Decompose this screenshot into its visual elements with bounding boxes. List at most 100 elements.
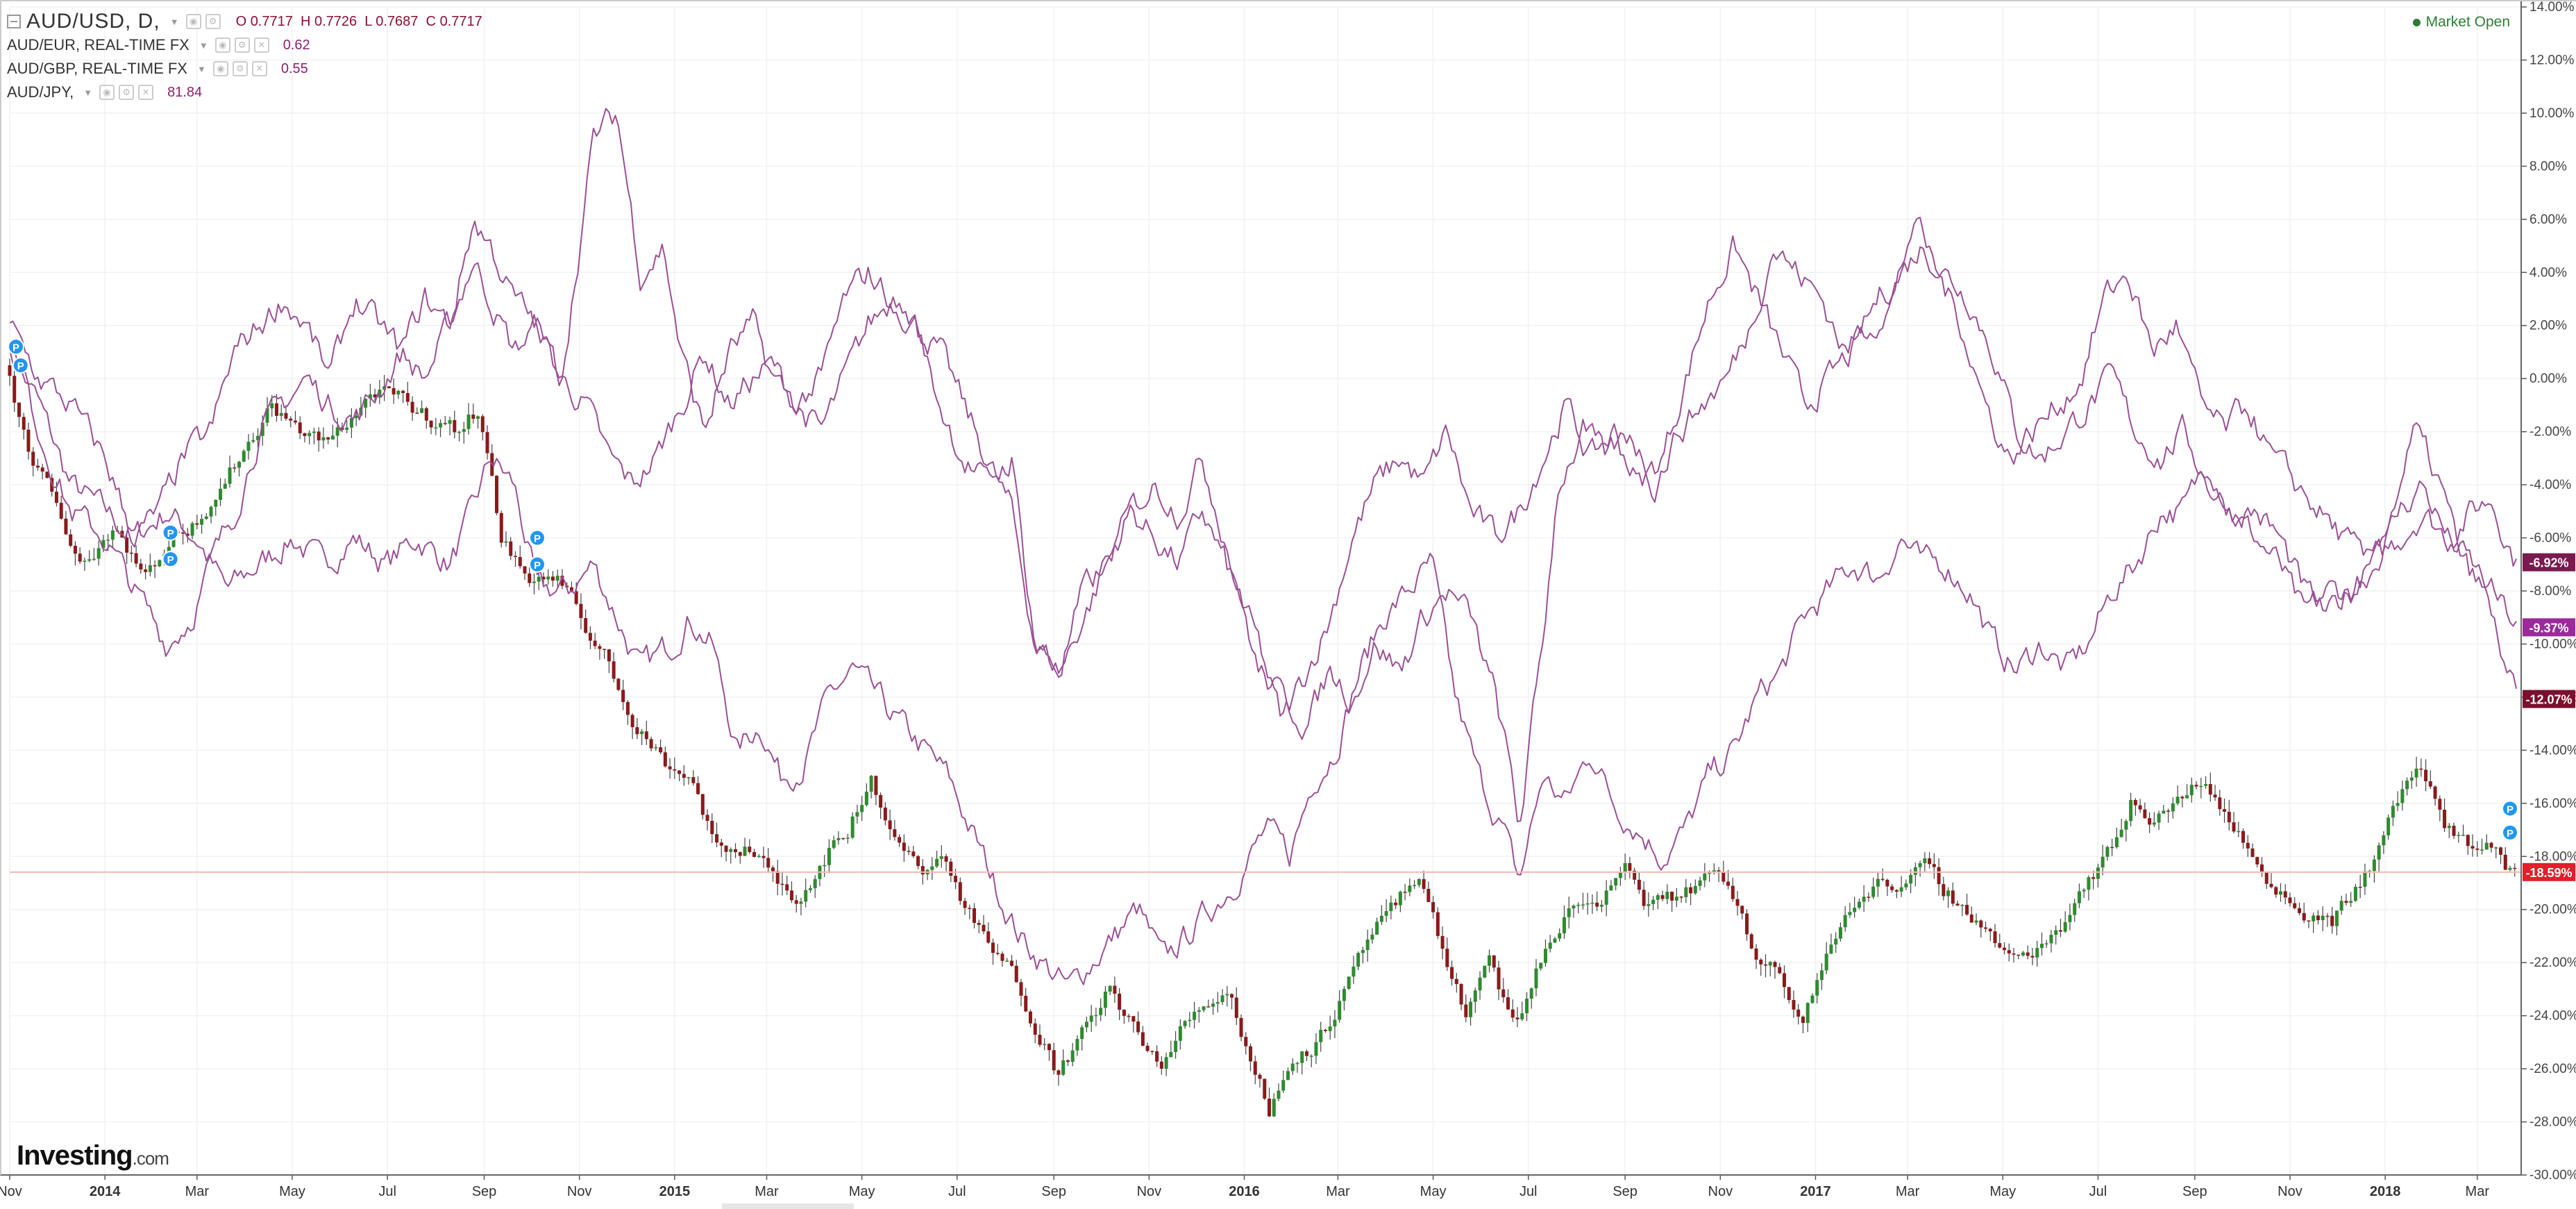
y-tick-label: 4.00%: [2529, 265, 2567, 280]
candle-body: [1520, 1013, 1524, 1019]
compare-symbol[interactable]: AUD/EUR, REAL-TIME FX: [7, 36, 190, 53]
y-tick-label: -20.00%: [2529, 903, 2576, 917]
candle-body: [603, 649, 607, 650]
candle-body: [991, 942, 995, 953]
chevron-down-icon[interactable]: ▼: [83, 87, 93, 98]
candle-body: [729, 849, 733, 852]
main-symbol-row[interactable]: AUD/USD, D, ▼ ◉ ⚙ O 0.7717 H 0.7726 L 0.…: [7, 10, 482, 33]
close-icon[interactable]: ✕: [251, 61, 267, 76]
candle-body: [8, 365, 12, 376]
candle-body: [471, 415, 475, 419]
chevron-down-icon[interactable]: ▼: [196, 63, 206, 74]
candle-body: [335, 427, 339, 436]
collapse-icon[interactable]: [7, 15, 21, 28]
eye-icon[interactable]: ◉: [214, 37, 230, 53]
candle-body: [1319, 1029, 1323, 1042]
candle-body: [284, 412, 288, 419]
candle-body: [274, 403, 278, 416]
x-tick-label: Sep: [2182, 1184, 2207, 1199]
candle-body: [2513, 867, 2517, 869]
candle-body: [2077, 891, 2081, 903]
candle-body: [1155, 1051, 1159, 1062]
settings-icon[interactable]: ⚙: [232, 61, 248, 76]
y-tick-label: -4.00%: [2529, 478, 2571, 492]
candle-body: [1754, 948, 1758, 960]
candle-body: [2017, 954, 2021, 956]
compare-symbol[interactable]: AUD/GBP, REAL-TIME FX: [7, 60, 187, 77]
event-marker-label: P: [17, 360, 24, 372]
candle-body: [1202, 1006, 1206, 1010]
candle-body: [1679, 897, 1683, 898]
settings-icon[interactable]: ⚙: [119, 85, 135, 100]
close-icon[interactable]: ✕: [138, 85, 154, 100]
compare-symbol[interactable]: AUD/JPY,: [7, 83, 74, 101]
eye-icon[interactable]: ◉: [99, 85, 115, 100]
candle-body: [22, 417, 26, 430]
candle-body: [2433, 786, 2437, 799]
candle-body: [1379, 915, 1383, 922]
x-tick-label: May: [1420, 1184, 1447, 1199]
candle-body: [308, 433, 312, 436]
candle-body: [1417, 878, 1421, 885]
candle-body: [1689, 887, 1693, 894]
candle-body: [485, 432, 489, 453]
candle-body: [513, 556, 517, 558]
brand-name: Investing: [17, 1140, 133, 1171]
compare-row-aud-gbp[interactable]: AUD/GBP, REAL-TIME FX ▼ ◉ ⚙ ✕ 0.55: [7, 57, 482, 81]
y-tick-label: -24.00%: [2529, 1009, 2576, 1024]
candle-body: [2349, 901, 2353, 903]
candle-body: [237, 461, 242, 468]
time-scrollbar[interactable]: [722, 1203, 854, 1209]
candle-body: [1497, 967, 1501, 990]
candle-body: [1867, 897, 1871, 898]
candle-body: [1309, 1056, 1313, 1057]
badge-aud-jpy: [2523, 690, 2575, 708]
y-tick-label: -2.00%: [2529, 425, 2571, 440]
eye-icon[interactable]: ◉: [212, 61, 228, 76]
event-marker: [162, 524, 179, 541]
candle-body: [935, 858, 939, 867]
candle-body: [555, 576, 559, 581]
compare-row-aud-eur[interactable]: AUD/EUR, REAL-TIME FX ▼ ◉ ⚙ ✕ 0.62: [7, 33, 482, 57]
candle-body: [668, 766, 672, 769]
open-value: 0.7717: [250, 13, 293, 29]
event-marker: [7, 338, 24, 356]
candle-body: [129, 552, 133, 554]
compare-value: 81.84: [167, 84, 203, 100]
chevron-down-icon[interactable]: ▼: [169, 16, 179, 27]
candle-body: [1057, 1070, 1061, 1075]
compare-row-aud-jpy[interactable]: AUD/JPY, ▼ ◉ ⚙ ✕ 81.84: [7, 81, 482, 104]
candle-body: [1609, 885, 1613, 891]
candle-body: [1127, 1015, 1131, 1017]
candle-body: [995, 953, 1000, 954]
candle-body: [1857, 901, 1861, 908]
candle-body: [139, 563, 143, 570]
aud-usd-candles: [8, 358, 2517, 1117]
candle-body: [1469, 1001, 1473, 1017]
x-tick-label: Nov: [567, 1184, 592, 1199]
candle-body: [973, 908, 977, 924]
candle-body: [1909, 874, 1913, 884]
settings-icon[interactable]: ⚙: [205, 14, 221, 29]
last-value-badges: -18.59% -6.92% -9.37% -12.07%: [2523, 553, 2575, 881]
candle-body: [752, 851, 757, 858]
candle-body: [1501, 989, 1506, 998]
candle-body: [1131, 1016, 1136, 1022]
x-tick-label: Nov: [0, 1184, 22, 1199]
chevron-down-icon[interactable]: ▼: [199, 40, 208, 51]
candle-body: [1951, 890, 1955, 904]
candle-body: [2461, 835, 2466, 836]
candle-body: [509, 541, 513, 556]
candle-body: [2124, 821, 2128, 830]
candle-body: [2185, 795, 2189, 799]
settings-icon[interactable]: ⚙: [234, 37, 250, 53]
main-symbol[interactable]: AUD/USD, D,: [26, 10, 160, 33]
candle-body: [841, 837, 845, 840]
eye-icon[interactable]: ◉: [185, 14, 201, 29]
close-icon[interactable]: ✕: [253, 37, 269, 53]
candle-body: [766, 858, 771, 868]
candle-body: [167, 547, 171, 554]
candle-body: [2278, 891, 2282, 895]
